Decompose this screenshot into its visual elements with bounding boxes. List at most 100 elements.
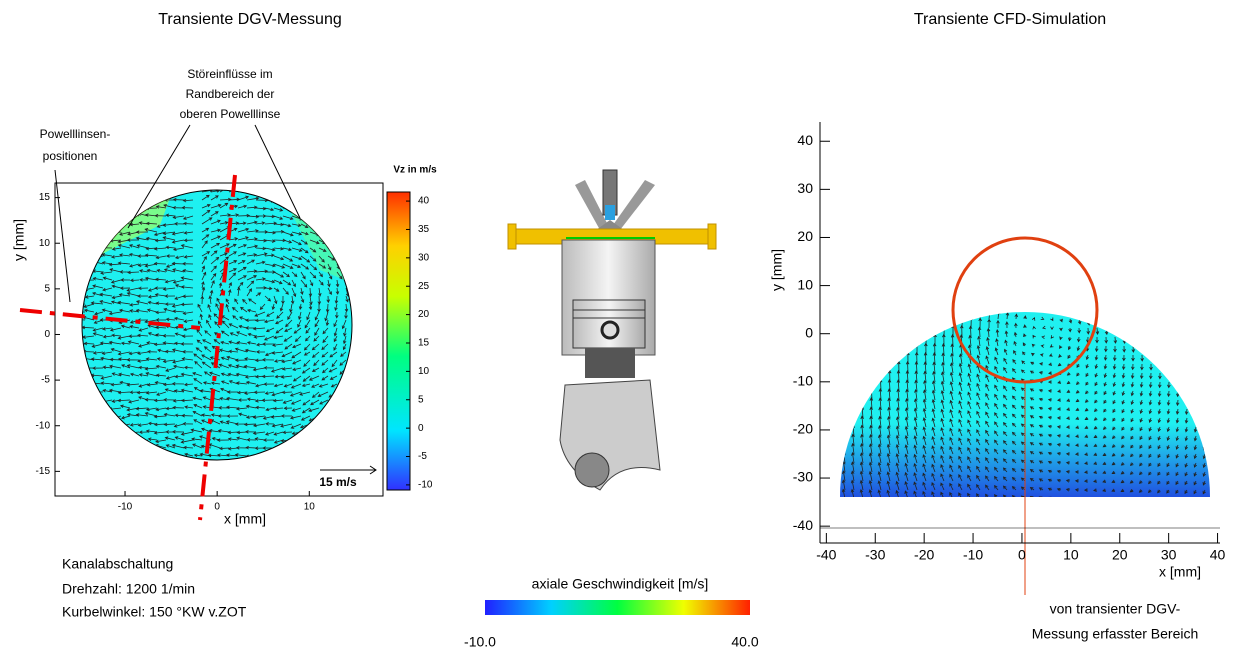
vector xyxy=(926,253,931,265)
y-tick-label: -40 xyxy=(793,517,813,533)
vector xyxy=(1178,328,1181,335)
vector xyxy=(1196,256,1201,263)
vector xyxy=(980,229,988,238)
vector xyxy=(1151,256,1156,262)
vector xyxy=(917,253,922,265)
vector xyxy=(845,155,852,166)
vector xyxy=(845,279,849,292)
vector xyxy=(863,324,866,337)
vector xyxy=(1187,283,1191,290)
vector xyxy=(880,334,883,346)
vector xyxy=(971,272,976,283)
vector xyxy=(852,407,855,418)
vector xyxy=(1016,269,1022,274)
vector xyxy=(844,361,847,373)
vector xyxy=(1034,154,1044,157)
vector xyxy=(989,152,998,157)
vector xyxy=(1141,346,1144,352)
colorbar-title: axiale Geschwindigkeit [m/s] xyxy=(532,576,709,592)
vector xyxy=(1160,193,1167,198)
vector xyxy=(944,167,953,175)
engine-sketch xyxy=(508,170,716,490)
colorbar-tick-label: 40 xyxy=(418,196,430,207)
vector xyxy=(1016,225,1025,229)
vector xyxy=(1079,283,1084,288)
vector xyxy=(908,279,912,292)
vector xyxy=(1076,497,1079,500)
vector xyxy=(953,219,961,229)
vector xyxy=(1070,283,1075,287)
vector xyxy=(899,156,907,166)
vector xyxy=(1094,498,1097,501)
vector xyxy=(1106,274,1111,280)
vector xyxy=(1160,274,1164,281)
vector xyxy=(843,398,846,409)
vector xyxy=(1115,274,1120,280)
vector xyxy=(1007,197,1016,202)
vector xyxy=(1204,355,1207,361)
vector xyxy=(1088,292,1092,298)
vector xyxy=(1007,179,1016,184)
vector xyxy=(1142,202,1149,207)
vector xyxy=(1160,247,1165,253)
vector xyxy=(872,199,878,211)
vector xyxy=(1195,373,1198,379)
vector xyxy=(1151,148,1159,152)
vector xyxy=(1205,238,1210,244)
vector xyxy=(917,306,920,319)
vector xyxy=(1079,220,1087,223)
vector xyxy=(962,219,970,229)
vector xyxy=(862,343,865,355)
vector xyxy=(1103,498,1106,501)
vector xyxy=(1151,274,1155,281)
vector xyxy=(898,325,901,337)
vector xyxy=(1043,282,1048,285)
vector xyxy=(1196,238,1201,244)
vector xyxy=(962,168,971,175)
vector xyxy=(1196,148,1203,152)
vector xyxy=(998,205,1007,211)
vector xyxy=(881,288,885,301)
vector xyxy=(1195,355,1198,361)
vector xyxy=(1169,229,1175,235)
vector xyxy=(899,165,907,175)
vector xyxy=(1088,211,1096,214)
vector xyxy=(853,343,856,355)
vector xyxy=(1178,166,1185,170)
vector xyxy=(881,261,886,274)
vector xyxy=(881,324,884,337)
vector xyxy=(872,261,877,274)
vector xyxy=(998,258,1005,265)
vector xyxy=(899,174,906,184)
vector xyxy=(844,352,847,364)
vector xyxy=(1124,175,1132,179)
condition: Kurbelwinkel: 150 °KW v.ZOT xyxy=(62,604,247,620)
vector xyxy=(1043,154,1053,157)
y-tick-label: 10 xyxy=(797,276,813,292)
vector xyxy=(1043,163,1052,166)
vector xyxy=(1070,274,1076,278)
vector xyxy=(1115,157,1124,160)
vector xyxy=(1043,200,1052,203)
vector xyxy=(1034,244,1042,247)
vector xyxy=(1160,283,1164,290)
vector xyxy=(980,195,989,202)
vector xyxy=(1150,355,1153,361)
vector xyxy=(854,146,861,157)
vector xyxy=(1205,319,1208,326)
vector xyxy=(1151,202,1158,207)
vector xyxy=(1178,220,1184,226)
vector xyxy=(1194,400,1197,406)
vector xyxy=(1097,229,1105,233)
vector xyxy=(935,140,944,148)
vector xyxy=(863,334,866,346)
vector xyxy=(1043,245,1051,248)
vector xyxy=(1052,228,1061,231)
vector xyxy=(1114,328,1117,334)
vector xyxy=(935,218,942,229)
vector xyxy=(1151,175,1159,179)
vector xyxy=(1124,184,1132,188)
vector xyxy=(1106,292,1110,299)
vector xyxy=(1196,220,1202,226)
vector xyxy=(872,138,880,148)
